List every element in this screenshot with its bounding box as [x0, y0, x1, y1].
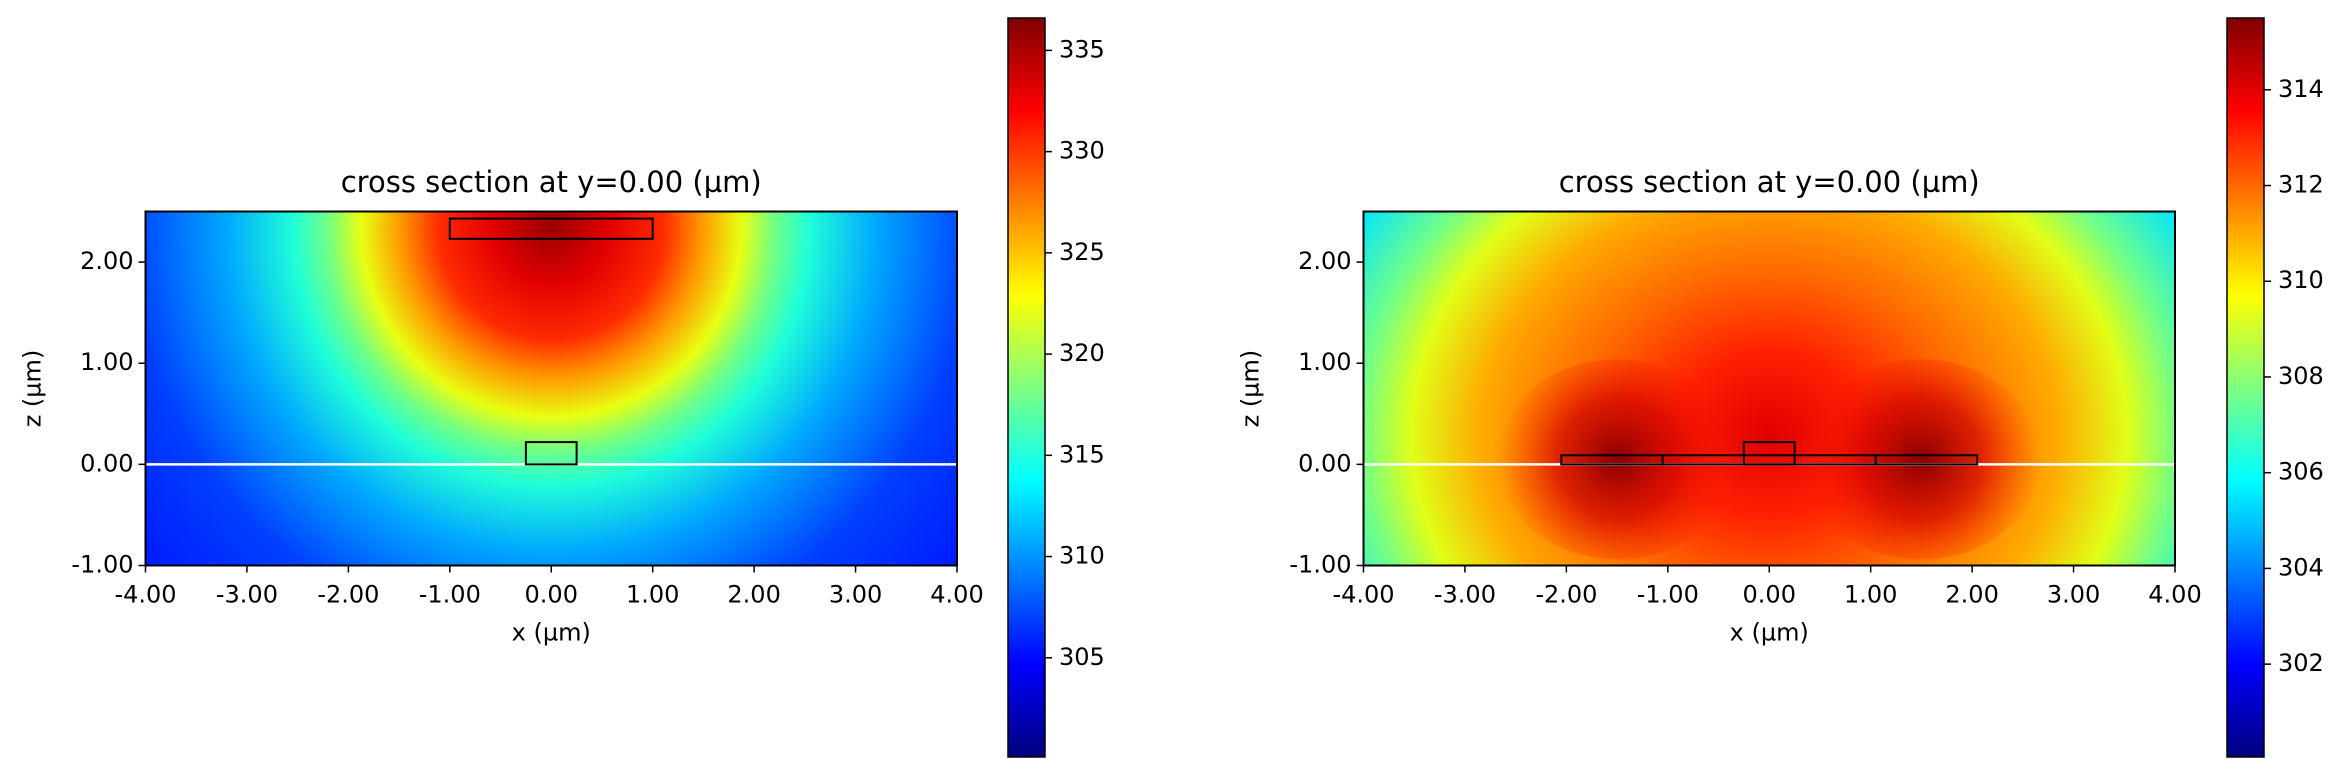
x-tick-label: -4.00 — [114, 581, 176, 609]
chart-title: cross section at y=0.00 (µm) — [1559, 165, 1980, 199]
x-tick-label: 0.00 — [1743, 581, 1796, 609]
y-tick-label: 1.00 — [80, 348, 133, 376]
chart-title: cross section at y=0.00 (µm) — [341, 165, 762, 199]
x-tick-label: 1.00 — [1844, 581, 1897, 609]
structure-outline — [1874, 454, 1979, 466]
colorbar — [1007, 17, 1046, 758]
x-tick-label: -1.00 — [1637, 581, 1699, 609]
structure-outline — [524, 441, 578, 466]
field-hotspot — [1497, 359, 1738, 560]
y-axis-label: z (µm) — [1237, 350, 1265, 428]
colorbar-tick-label: 302 — [2278, 649, 2324, 677]
x-tick-label: 2.00 — [727, 581, 780, 609]
field — [1363, 211, 2175, 566]
field-hotspot — [1801, 359, 2042, 560]
field-fill — [1363, 211, 2175, 566]
colorbar-tick-label: 325 — [1059, 238, 1105, 266]
x-tick-label: 0.00 — [525, 581, 578, 609]
structure-outline — [1742, 441, 1796, 466]
colorbar — [2226, 17, 2265, 758]
x-tick-label: 2.00 — [1945, 581, 1998, 609]
colorbar-tick-label: 330 — [1059, 137, 1105, 165]
x-tick-label: -3.00 — [216, 581, 278, 609]
colorbar-tick-label: 335 — [1059, 35, 1105, 63]
colorbar-tick-label: 315 — [1059, 440, 1105, 468]
colorbar-tick-label: 320 — [1059, 339, 1105, 367]
colorbar-tick-label: 308 — [2278, 362, 2324, 390]
y-tick-label: -1.00 — [1289, 551, 1351, 579]
y-tick-label: 0.00 — [80, 449, 133, 477]
x-tick-label: -1.00 — [419, 581, 481, 609]
field — [145, 211, 957, 566]
x-axis-label: x (µm) — [512, 619, 591, 647]
colorbar-tick-label: 305 — [1059, 643, 1105, 671]
colorbar-tick-label: 312 — [2278, 171, 2324, 199]
y-tick-label: -1.00 — [71, 551, 133, 579]
colorbar-tick-label: 310 — [1059, 542, 1105, 570]
x-tick-label: -2.00 — [317, 581, 379, 609]
y-axis-label: z (µm) — [19, 350, 47, 428]
x-tick-label: 1.00 — [626, 581, 679, 609]
colorbar-tick-label: 314 — [2278, 75, 2324, 103]
x-tick-label: -2.00 — [1535, 581, 1597, 609]
colorbar-tick-label: 310 — [2278, 266, 2324, 294]
y-tick-label: 1.00 — [1298, 348, 1351, 376]
x-tick-label: 4.00 — [2148, 581, 2201, 609]
x-tick-label: -3.00 — [1434, 581, 1496, 609]
x-tick-label: 3.00 — [829, 581, 882, 609]
colorbar-tick-label: 306 — [2278, 458, 2324, 486]
y-tick-label: 2.00 — [80, 247, 133, 275]
colorbar-tick-label: 304 — [2278, 553, 2324, 581]
y-tick-label: 0.00 — [1298, 449, 1351, 477]
x-axis-label: x (µm) — [1730, 619, 1809, 647]
y-tick-label: 2.00 — [1298, 247, 1351, 275]
field-fill — [145, 211, 957, 566]
x-tick-label: 3.00 — [2047, 581, 2100, 609]
x-tick-label: 4.00 — [930, 581, 983, 609]
x-tick-label: -4.00 — [1332, 581, 1394, 609]
structure-outline — [448, 217, 654, 240]
